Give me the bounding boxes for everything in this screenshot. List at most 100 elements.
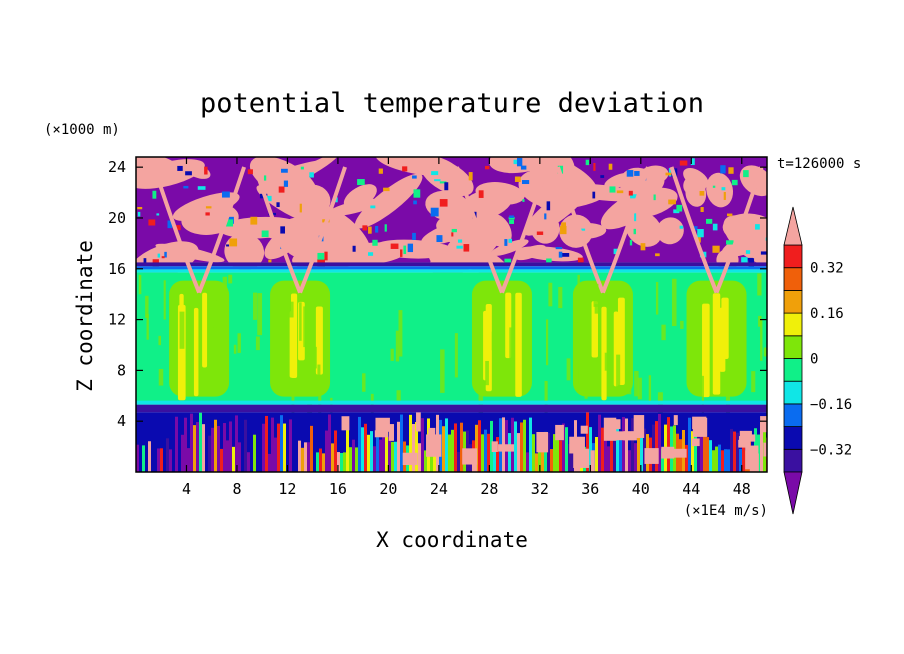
middle-streak [145, 295, 149, 318]
turbulent-column [634, 443, 637, 472]
upper-layer-speck [544, 213, 547, 220]
x-tick-label: 44 [682, 480, 700, 498]
turbulent-column [490, 420, 493, 472]
turbulent-column [757, 434, 760, 472]
turbulent-column [238, 442, 241, 472]
turbulent-column [733, 431, 736, 472]
turbulent-column [262, 423, 265, 472]
upper-layer-speck [413, 200, 417, 205]
turbulent-column [289, 419, 292, 472]
upper-layer-speck [546, 258, 552, 264]
upper-layer-speck [712, 223, 718, 231]
turbulent-column [607, 446, 610, 472]
turbulent-column [538, 438, 541, 472]
turbulent-column [457, 451, 460, 472]
turbulent-column [196, 422, 199, 472]
turbulent-column [691, 431, 694, 472]
turbulent-column [148, 441, 151, 472]
upper-layer-speck [633, 228, 637, 235]
upper-layer-speck [577, 257, 584, 263]
upper-layer-speck [185, 171, 192, 176]
turbulent-column [181, 434, 184, 472]
middle-streak [763, 347, 767, 357]
turbulent-column [283, 423, 286, 472]
upper-layer-speck [451, 228, 457, 233]
turbulent-patch [388, 424, 395, 441]
upper-layer-speck [509, 215, 514, 218]
x-unit-label: (×1E4 m/s) [684, 503, 768, 519]
upper-layer-speck [276, 202, 280, 208]
turbulent-column [697, 428, 700, 472]
turbulent-column [451, 429, 454, 472]
upper-layer-speck [250, 216, 258, 225]
upper-layer-speck [226, 244, 230, 247]
turbulent-column [328, 414, 331, 472]
turbulent-column [241, 445, 244, 472]
colorbar-tick-label: −0.16 [810, 397, 852, 413]
upper-layer-speck [412, 232, 416, 240]
upper-layer-speck [513, 159, 518, 165]
upper-layer-speck [247, 169, 253, 175]
upper-layer-blob [706, 172, 734, 208]
turbulent-patch [491, 441, 498, 452]
turbulent-column [391, 441, 394, 472]
turbulent-column [631, 418, 634, 472]
turbulent-column [379, 439, 382, 472]
upper-layer-speck [593, 163, 596, 171]
colorbar-segment [783, 403, 803, 427]
middle-streak [574, 322, 578, 338]
upper-layer-speck [520, 165, 527, 170]
turbulent-column [307, 442, 310, 472]
turbulent-column [481, 434, 484, 472]
boundary-cyan [136, 400, 767, 405]
middle-streak [396, 390, 401, 401]
upper-layer-speck [407, 243, 414, 253]
upper-layer-speck [412, 175, 417, 179]
upper-layer-speck [546, 201, 551, 211]
turbulent-column [331, 443, 334, 472]
turbulent-column [685, 444, 688, 472]
turbulent-column [448, 434, 451, 472]
upper-layer-speck [300, 166, 304, 170]
colorbar-tick-label: 0 [810, 352, 818, 368]
turbulent-column [550, 449, 553, 472]
middle-streak [661, 324, 666, 341]
turbulent-column [694, 427, 697, 472]
turbulent-column [493, 449, 496, 472]
y-tick-label: 16 [108, 260, 126, 278]
turbulent-column [358, 416, 361, 472]
turbulent-patch [573, 448, 590, 468]
upper-layer-speck [509, 219, 515, 224]
middle-streak [577, 274, 580, 311]
turbulent-column [523, 419, 526, 472]
middle-streak [158, 335, 162, 346]
upper-layer-speck [324, 251, 328, 261]
upper-layer-speck [402, 166, 408, 172]
turbulent-column [349, 447, 352, 472]
turbulent-column [724, 449, 727, 472]
upper-layer-speck [451, 232, 454, 237]
upper-layer-speck [148, 219, 156, 226]
upper-layer-speck [693, 226, 698, 231]
upper-layer-speck [712, 185, 716, 188]
turbulent-column [232, 446, 235, 472]
turbulent-column [376, 432, 379, 472]
turbulent-patch [374, 430, 388, 438]
middle-streak [578, 366, 582, 391]
turbulent-column [484, 429, 487, 472]
turbulent-column [610, 434, 613, 472]
turbulent-column [343, 452, 346, 472]
turbulent-column [352, 439, 355, 472]
upper-layer-speck [516, 157, 523, 167]
middle-streak [233, 344, 237, 354]
plume-filament [500, 166, 549, 294]
upper-layer-speck [261, 230, 269, 238]
upper-layer-blob [354, 173, 423, 229]
turbulent-column [460, 422, 463, 472]
turbulent-column [601, 427, 604, 472]
turbulent-column [337, 452, 340, 472]
turbulent-column [142, 445, 145, 472]
turbulent-column [274, 437, 277, 472]
y-axis-ticks: 4 8 12 16 20 24 [108, 158, 767, 430]
